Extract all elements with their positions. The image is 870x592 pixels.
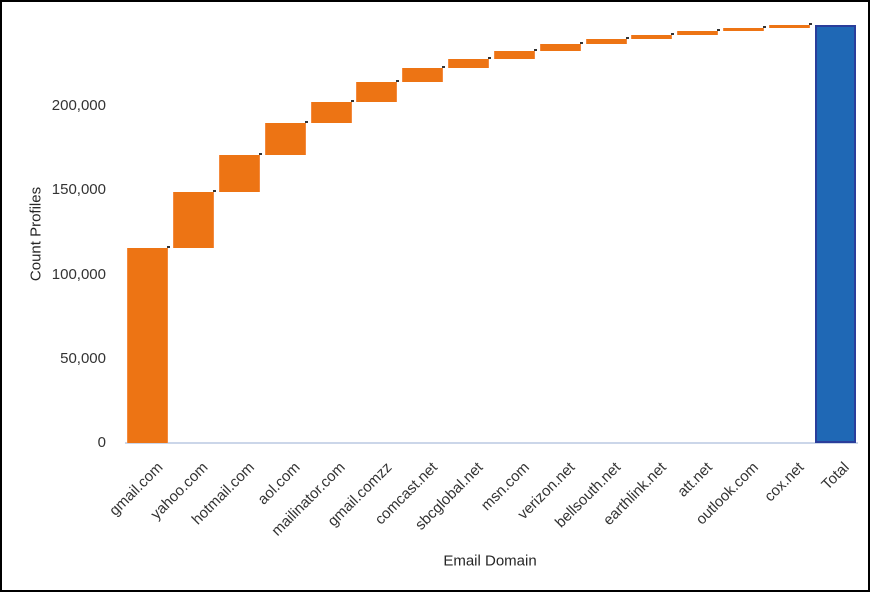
- connector-mark: [488, 57, 492, 60]
- y-tick-label: 200,000: [51, 97, 106, 115]
- waterfall-bar-sbcglobal-net[interactable]: [448, 59, 490, 69]
- connector-mark: [671, 32, 675, 35]
- connector-mark: [625, 36, 629, 39]
- connector-mark: [259, 153, 263, 156]
- waterfall-bar-hotmail-com[interactable]: [219, 155, 261, 193]
- waterfall-bar-outlook-com[interactable]: [722, 27, 764, 31]
- y-tick-label: 50,000: [60, 349, 106, 367]
- waterfall-bar-bellsouth-net[interactable]: [585, 38, 627, 44]
- waterfall-bar-earthlink-net[interactable]: [631, 34, 673, 39]
- x-axis-line: [125, 442, 858, 444]
- waterfall-bar-att-net[interactable]: [677, 30, 719, 35]
- connector-mark: [350, 99, 354, 102]
- y-tick-label: 150,000: [51, 181, 106, 199]
- connector-mark: [533, 48, 537, 51]
- waterfall-bar-gmail-com[interactable]: [127, 247, 169, 443]
- connector-mark: [442, 66, 446, 69]
- waterfall-bar-aol-com[interactable]: [264, 123, 306, 156]
- waterfall-bar-gmail-comzz[interactable]: [356, 81, 398, 102]
- connector-mark: [213, 190, 217, 193]
- total-bar[interactable]: [814, 24, 856, 443]
- x-category-label-total: Total: [818, 459, 854, 494]
- x-axis-title: Email Domain: [443, 552, 537, 570]
- waterfall-bar-mailinator-com[interactable]: [310, 101, 352, 124]
- waterfall-bar-cox-net[interactable]: [768, 24, 810, 28]
- connector-mark: [762, 25, 766, 28]
- y-tick-label: 0: [97, 434, 106, 451]
- connector-mark: [808, 22, 812, 25]
- connector-mark: [396, 79, 400, 82]
- x-category-label-att-net: att.net: [674, 459, 716, 501]
- connector-mark: [167, 245, 171, 248]
- waterfall-bar-msn-com[interactable]: [493, 50, 535, 60]
- connector-mark: [579, 41, 583, 44]
- connector-mark: [717, 28, 721, 31]
- waterfall-bar-verizon-net[interactable]: [539, 43, 581, 51]
- waterfall-bar-yahoo-com[interactable]: [173, 192, 215, 248]
- y-tick-label: 100,000: [51, 265, 106, 283]
- waterfall-bar-comcast-net[interactable]: [402, 68, 444, 82]
- connector-mark: [304, 121, 308, 124]
- x-category-label-cox-net: cox.net: [761, 459, 808, 506]
